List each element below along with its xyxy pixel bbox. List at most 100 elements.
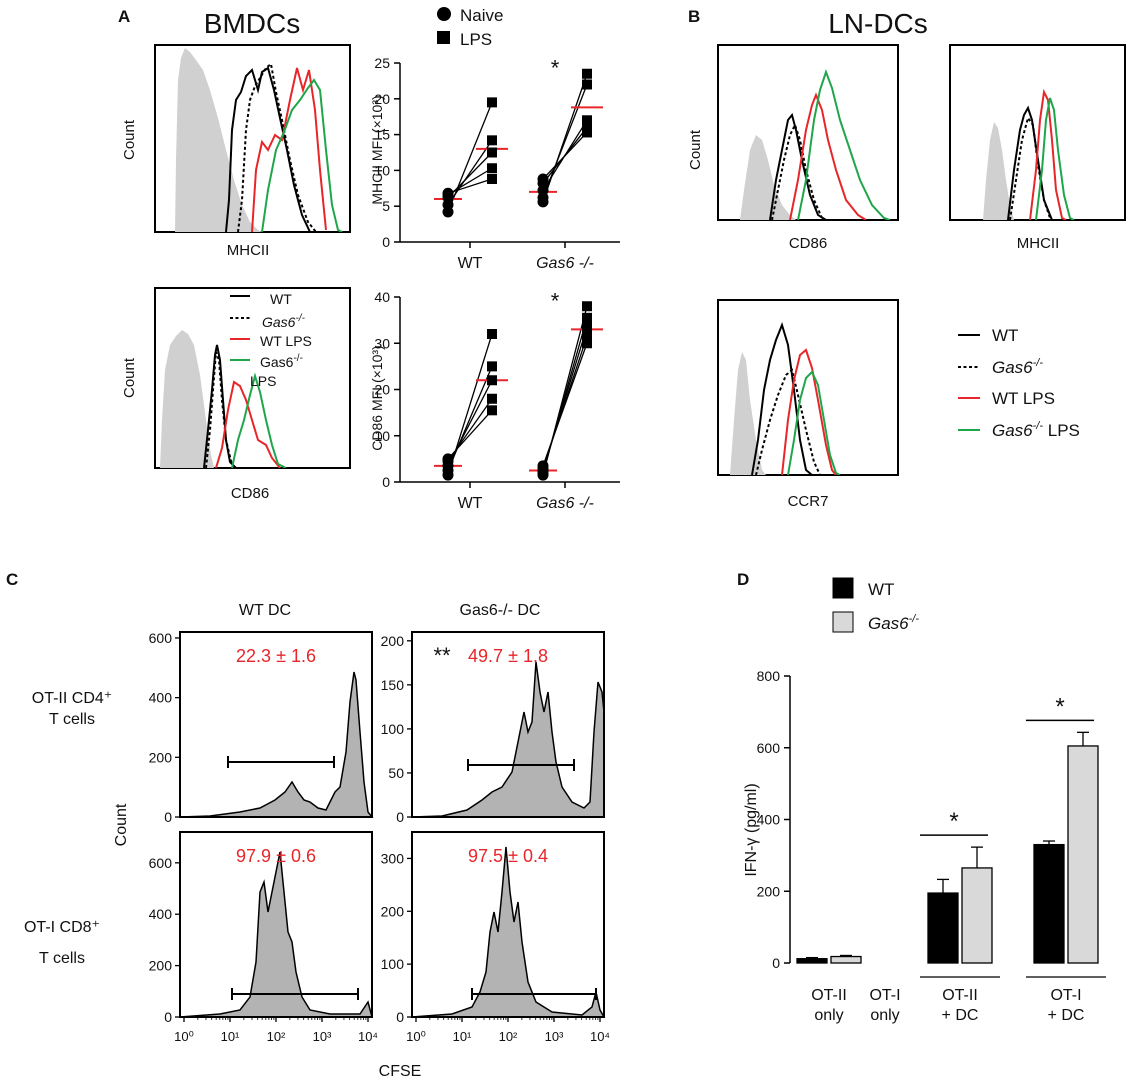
lps-point — [582, 115, 592, 126]
cfse-curve — [179, 671, 374, 818]
pair-line — [447, 366, 493, 471]
isotype-fill — [160, 330, 214, 468]
cd86-mfi-chart: CD86 MFI (×10³) 0 10 20 30 40 WT Gas6 -/- * — [369, 288, 620, 512]
lps-point — [487, 147, 497, 158]
histogram-legend: WT Gas6-/- WT LPS Gas6-/- LPS — [230, 291, 312, 389]
legend-label-gas6-lps: Gas6-/- — [260, 353, 303, 370]
isotype-fill — [730, 352, 766, 475]
panel-d-legend: WT Gas6-/- — [832, 577, 919, 633]
lps-point — [582, 79, 592, 90]
lps-point — [582, 322, 592, 333]
gas6-lps-curve — [231, 372, 287, 468]
lps-legend-label: LPS — [460, 30, 492, 49]
legend-label-gas6: Gas6-/- — [262, 313, 306, 330]
y-tick-label: 0 — [396, 809, 404, 825]
lps-point — [582, 312, 592, 323]
naive-point — [537, 460, 549, 472]
y-tick-label: 150 — [381, 677, 405, 693]
x-category-label-line2: only — [870, 1007, 899, 1024]
significance-star: * — [551, 288, 560, 313]
lps-point — [582, 127, 592, 138]
y-tick-label: 600 — [757, 740, 781, 756]
cfse-histogram: 22.3 ± 1.6 0 200 400 600 — [149, 630, 374, 825]
y-tick-label: 40 — [374, 289, 390, 305]
y-tick-label: 300 — [381, 850, 405, 866]
mhcii-axis-label: MHCII — [1017, 235, 1060, 252]
gas6-lps-curve — [1035, 97, 1075, 220]
y-tick-label: 400 — [149, 906, 173, 922]
y-tick-label: 0 — [396, 1009, 404, 1025]
y-tick-label: 200 — [381, 633, 405, 649]
percent-label: 49.7 ± 1.8 — [468, 646, 548, 666]
row-title-oti: OT-I CD8⁺ — [24, 919, 100, 936]
gas6-curve — [205, 351, 233, 468]
y-tick-label: 600 — [149, 855, 173, 871]
lps-point — [487, 135, 497, 146]
x-tick-label: 10¹ — [221, 1029, 240, 1044]
lps-point — [582, 122, 592, 133]
y-tick-label: 200 — [149, 749, 173, 765]
count-axis-label: Count — [121, 119, 138, 160]
histogram-frame — [179, 631, 373, 818]
wt-curve — [1007, 105, 1053, 220]
y-tick-label: 25 — [374, 55, 390, 71]
gas6-lps-curve — [787, 370, 841, 475]
cd86-axis-label: CD86 — [231, 485, 269, 502]
panel-b-title: LN-DCs — [828, 8, 928, 39]
pair-line — [542, 343, 588, 467]
y-tick-label: 20 — [374, 382, 390, 398]
x-tick-label: 10³ — [545, 1029, 564, 1044]
y-tick-label: 600 — [149, 630, 173, 646]
lps-point — [487, 329, 497, 339]
legend-label-gas6: Gas6-/- — [992, 357, 1043, 377]
row-title-otii: OT-II CD4⁺ — [32, 690, 112, 707]
cfse-curve — [179, 851, 373, 1018]
x-category-label: WT — [458, 255, 483, 272]
wt-lps-curve — [789, 92, 867, 220]
cfse-curve — [411, 846, 606, 1018]
histogram-frame — [949, 44, 1126, 221]
pair-line — [447, 379, 493, 467]
percent-label: 97.5 ± 0.4 — [468, 846, 548, 866]
y-tick-label: 200 — [149, 958, 173, 974]
x-tick-label: 10³ — [313, 1029, 332, 1044]
isotype-fill — [983, 122, 1014, 220]
ccr7-axis-label: CCR7 — [788, 493, 829, 510]
y-tick-label: 20 — [374, 91, 390, 107]
lps-point — [487, 375, 497, 386]
pair-line — [447, 409, 493, 460]
legend-label-wt-lps: WT LPS — [992, 389, 1055, 408]
y-tick-label: 10 — [374, 428, 390, 444]
y-tick-label: 100 — [381, 721, 405, 737]
histogram-frame — [717, 44, 899, 221]
significance-star: * — [551, 56, 560, 81]
row-title-oti-line2: T cells — [39, 950, 85, 967]
x-tick-label: 10¹ — [453, 1029, 472, 1044]
cd86-axis-label: CD86 — [789, 235, 827, 252]
x-tick-label: 10⁴ — [358, 1029, 378, 1044]
wt-curve — [225, 66, 311, 232]
legend-label-wt: WT — [992, 326, 1018, 345]
y-tick-label: 0 — [382, 234, 390, 250]
x-category-label: WT — [458, 495, 483, 512]
pair-line — [447, 178, 493, 194]
legend-label-gas6-lps: Gas6-/- LPS — [992, 420, 1080, 440]
count-axis-label: Count — [113, 803, 130, 846]
y-tick-label: 800 — [757, 668, 781, 684]
gas6-curve — [237, 62, 317, 232]
histogram-frame — [411, 631, 605, 818]
panel-letter-d: D — [737, 570, 749, 589]
lps-point — [487, 163, 497, 174]
x-tick-label: 10⁰ — [174, 1029, 194, 1044]
count-axis-label: Count — [121, 357, 138, 398]
x-category-label-line2: + DC — [942, 1007, 979, 1024]
gas6-curve — [1009, 115, 1051, 220]
wt-lps-curve — [251, 67, 327, 232]
naive-point — [442, 187, 454, 199]
panel-letter-b: B — [688, 7, 700, 26]
y-tick-label: 400 — [757, 812, 781, 828]
y-axis-label: MHCII MFI (×10³) — [369, 95, 385, 204]
y-tick-label: 0 — [382, 474, 390, 490]
y-tick-label: 0 — [164, 809, 172, 825]
histogram-frame — [154, 287, 351, 469]
